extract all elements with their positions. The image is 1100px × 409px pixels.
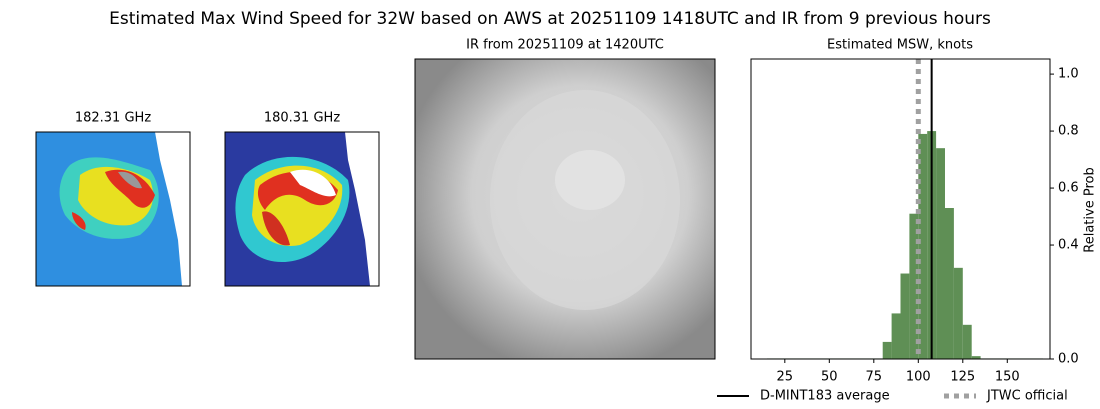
chart-title: Estimated MSW, knots <box>827 38 973 53</box>
histogram-bar <box>953 267 963 359</box>
plot-frame <box>750 58 1051 360</box>
x-tick-label: 100 <box>906 370 931 385</box>
histogram-bar <box>971 356 981 359</box>
histogram-bar <box>962 324 972 359</box>
panel-title: IR from 20251109 at 1420UTC <box>466 38 664 53</box>
x-tick-label: 75 <box>866 370 883 385</box>
x-tick-label: 25 <box>777 370 794 385</box>
y-tick-label: 0.4 <box>1058 238 1079 253</box>
y-axis-label: Relative Prob <box>1083 167 1098 252</box>
y-tick-label: 0.0 <box>1058 352 1079 367</box>
y-tick-label: 0.6 <box>1058 181 1079 196</box>
panel-title: 182.31 GHz <box>75 111 151 126</box>
x-tick-label: 125 <box>950 370 975 385</box>
legend-label: JTWC official <box>986 389 1068 404</box>
histogram-bar <box>909 213 919 359</box>
histogram-bar <box>891 313 901 359</box>
legend-label: D-MINT183 average <box>760 389 890 404</box>
microwave-image <box>35 131 191 287</box>
histogram-bar <box>918 133 928 359</box>
panel-title: 180.31 GHz <box>264 111 340 126</box>
y-tick-label: 0.8 <box>1058 124 1079 139</box>
figure-title: Estimated Max Wind Speed for 32W based o… <box>109 9 991 29</box>
x-tick-label: 50 <box>821 370 838 385</box>
histogram-bar <box>900 273 910 359</box>
histogram-bar <box>944 208 954 359</box>
ir-image <box>414 58 716 360</box>
y-tick-label: 1.0 <box>1058 67 1079 82</box>
microwave-image <box>224 131 380 287</box>
histogram-bar <box>882 341 892 359</box>
histogram-bar <box>936 148 945 359</box>
x-tick-label: 150 <box>995 370 1020 385</box>
